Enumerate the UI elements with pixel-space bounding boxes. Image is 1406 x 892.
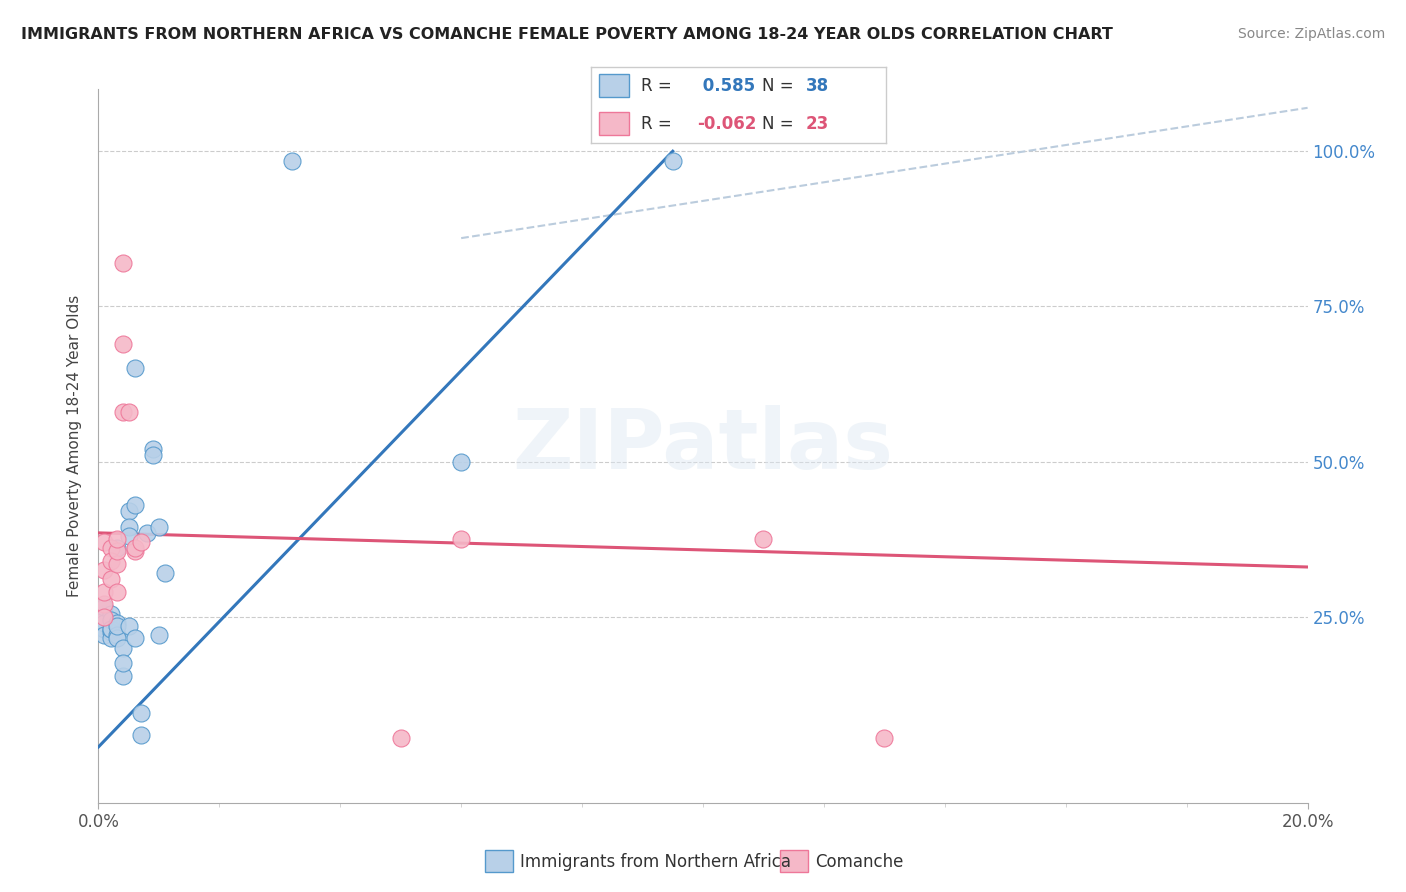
Point — [389, 731, 412, 745]
Point — [124, 498, 146, 512]
Point — [111, 656, 134, 670]
Point — [93, 597, 115, 611]
Text: N =: N = — [762, 115, 799, 133]
Point — [111, 405, 134, 419]
Point — [142, 442, 165, 456]
Text: Source: ZipAtlas.com: Source: ZipAtlas.com — [1237, 27, 1385, 41]
Point — [93, 609, 115, 624]
Point — [93, 613, 115, 627]
Point — [93, 563, 115, 577]
Point — [100, 622, 122, 636]
Point — [93, 628, 115, 642]
Point — [148, 628, 170, 642]
Point — [148, 519, 170, 533]
Point — [105, 619, 128, 633]
Point — [105, 615, 128, 630]
Text: 23: 23 — [806, 115, 830, 133]
Point — [105, 532, 128, 546]
Text: N =: N = — [762, 77, 799, 95]
Point — [118, 519, 141, 533]
Bar — [599, 75, 628, 97]
Point — [153, 566, 176, 581]
Point — [662, 153, 685, 168]
Point — [105, 544, 128, 558]
Point — [93, 600, 115, 615]
Point — [100, 607, 122, 621]
Text: ZIPatlas: ZIPatlas — [513, 406, 893, 486]
Point — [111, 668, 134, 682]
Point — [105, 628, 128, 642]
Point — [142, 448, 165, 462]
Point — [100, 573, 122, 587]
Point — [105, 557, 128, 571]
Point — [100, 554, 122, 568]
Point — [124, 544, 146, 558]
Point — [450, 532, 472, 546]
Text: IMMIGRANTS FROM NORTHERN AFRICA VS COMANCHE FEMALE POVERTY AMONG 18-24 YEAR OLDS: IMMIGRANTS FROM NORTHERN AFRICA VS COMAN… — [21, 27, 1114, 42]
Point — [93, 615, 115, 630]
Y-axis label: Female Poverty Among 18-24 Year Olds: Female Poverty Among 18-24 Year Olds — [67, 295, 83, 597]
Text: R =: R = — [641, 77, 676, 95]
Point — [93, 622, 115, 636]
Point — [118, 504, 141, 518]
Point — [873, 731, 896, 745]
Point — [100, 632, 122, 646]
Point — [111, 256, 134, 270]
Point — [752, 532, 775, 546]
Point — [100, 622, 122, 636]
Point — [105, 584, 128, 599]
Point — [100, 613, 122, 627]
Point — [93, 584, 115, 599]
Point — [100, 625, 122, 640]
Text: R =: R = — [641, 115, 676, 133]
Text: 0.585: 0.585 — [697, 77, 755, 95]
Point — [118, 405, 141, 419]
Point — [135, 525, 157, 540]
Point — [111, 640, 134, 655]
Point — [129, 727, 152, 741]
Point — [129, 535, 152, 549]
Point — [124, 361, 146, 376]
Text: 38: 38 — [806, 77, 830, 95]
Point — [124, 632, 146, 646]
Text: Comanche: Comanche — [815, 853, 904, 871]
Point — [118, 619, 141, 633]
Point — [118, 529, 141, 543]
Bar — [599, 112, 628, 136]
Point — [450, 454, 472, 468]
Point — [93, 607, 115, 621]
Text: -0.062: -0.062 — [697, 115, 756, 133]
Point — [105, 632, 128, 646]
Point — [111, 336, 134, 351]
Point — [93, 535, 115, 549]
Point — [124, 541, 146, 556]
Point — [100, 541, 122, 556]
Text: Immigrants from Northern Africa: Immigrants from Northern Africa — [520, 853, 792, 871]
Point — [129, 706, 152, 720]
Point — [281, 153, 304, 168]
Point — [105, 541, 128, 556]
